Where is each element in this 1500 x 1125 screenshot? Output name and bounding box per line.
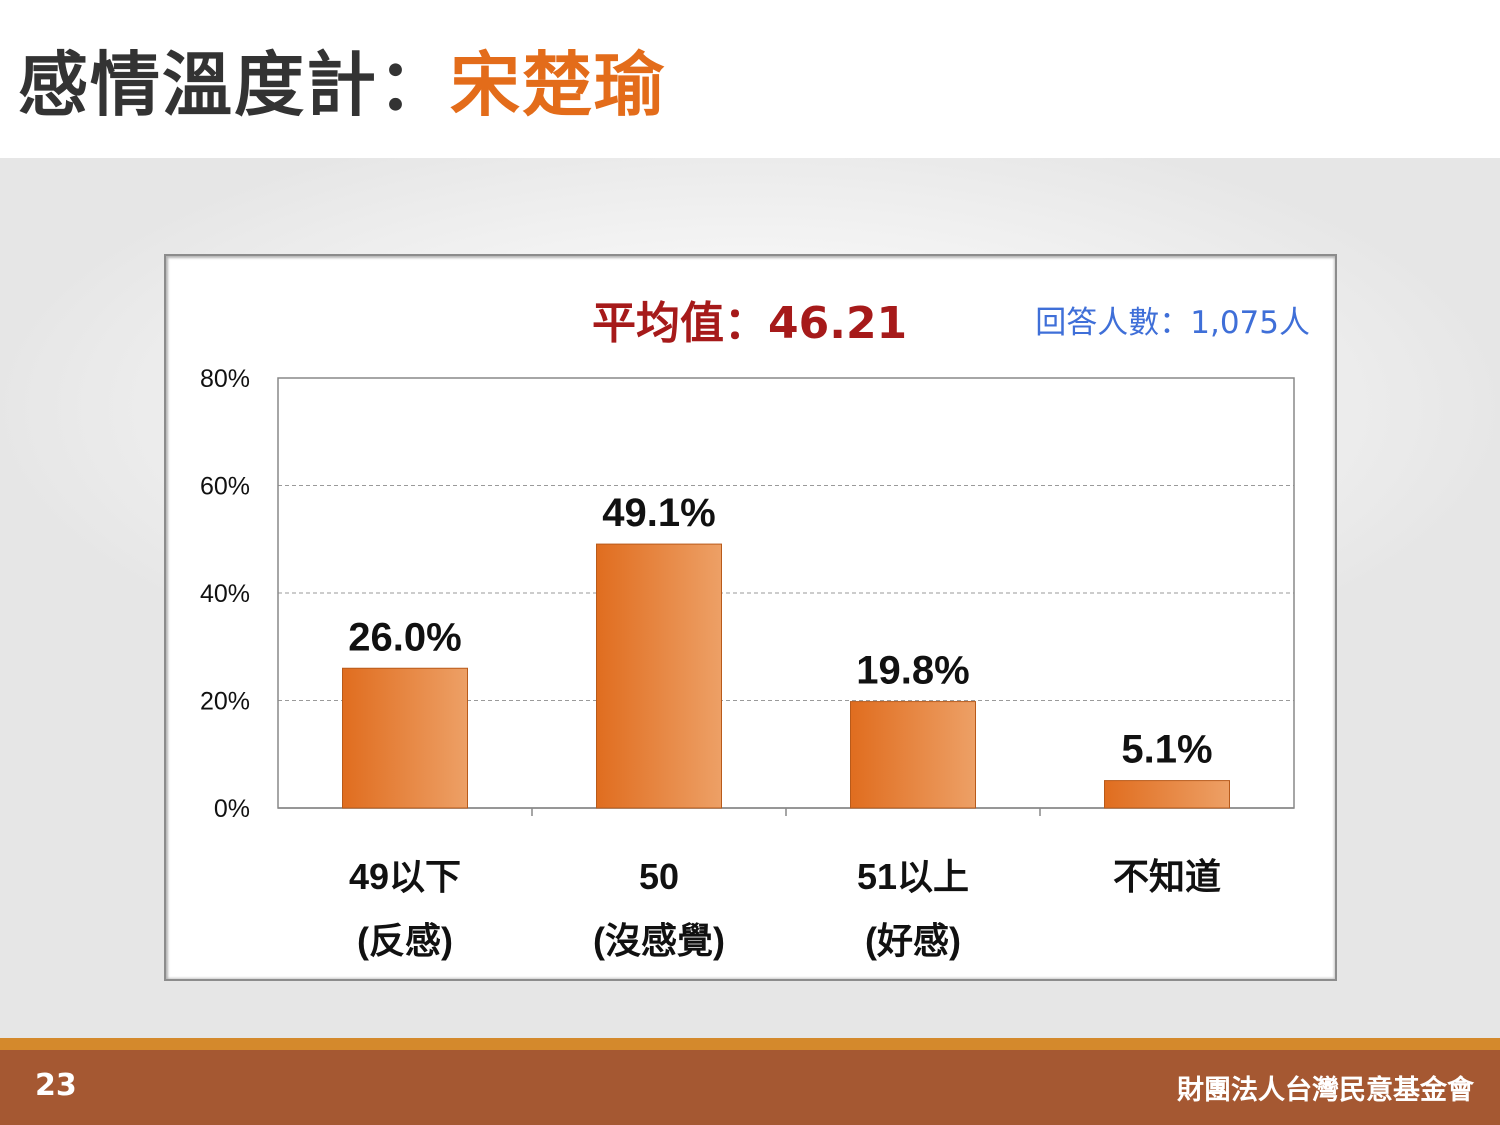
x-tick-sublabel: (好感) bbox=[865, 920, 961, 961]
organization-name: 財團法人台灣民意基金會 bbox=[1177, 1075, 1474, 1106]
value-label: 49.1% bbox=[602, 491, 715, 535]
bar bbox=[1104, 780, 1230, 809]
y-tick-label: 0% bbox=[214, 795, 250, 823]
bar bbox=[596, 543, 722, 809]
y-tick-label: 80% bbox=[200, 365, 250, 393]
footer-bar bbox=[0, 1050, 1500, 1125]
footer-accent bbox=[0, 1038, 1500, 1050]
title-prefix: 感情溫度計： bbox=[18, 44, 450, 126]
x-tick-sublabel: (反感) bbox=[357, 920, 453, 961]
title-name: 宋楚瑜 bbox=[450, 44, 666, 126]
value-label: 26.0% bbox=[348, 615, 461, 659]
value-label: 19.8% bbox=[856, 649, 969, 693]
x-tick-labels: 49以下 (反感) 50 (沒感覺) 51以上 (好感) 不知道 bbox=[349, 856, 1221, 961]
x-axis bbox=[278, 807, 1294, 816]
y-tick-label: 40% bbox=[200, 580, 250, 608]
value-labels: 26.0% 49.1% 19.8% 5.1% bbox=[348, 491, 1212, 772]
title-bar: 感情溫度計：宋楚瑜 bbox=[0, 0, 1500, 158]
slide-title: 感情溫度計：宋楚瑜 bbox=[18, 40, 666, 130]
value-label: 5.1% bbox=[1121, 728, 1212, 772]
bars bbox=[342, 543, 1230, 809]
sample-size-note: 回答人數：1,075人 bbox=[1035, 305, 1310, 341]
x-tick-sublabel: (沒感覺) bbox=[593, 920, 725, 961]
x-tick-label: 49以下 bbox=[349, 856, 461, 897]
y-tick-label: 60% bbox=[200, 473, 250, 501]
chart-frame bbox=[164, 254, 1337, 981]
x-tick-label: 50 bbox=[639, 856, 679, 897]
y-tick-labels: 0% 20% 40% 60% 80% bbox=[200, 365, 250, 823]
chart-subtitle: 平均值：46.21 bbox=[592, 298, 908, 349]
page-number: 23 bbox=[35, 1068, 77, 1103]
x-tick-label: 不知道 bbox=[1113, 856, 1221, 897]
y-tick-label: 20% bbox=[200, 688, 250, 716]
x-tick-label: 51以上 bbox=[857, 856, 969, 897]
bar bbox=[850, 701, 976, 809]
bar bbox=[342, 667, 468, 809]
